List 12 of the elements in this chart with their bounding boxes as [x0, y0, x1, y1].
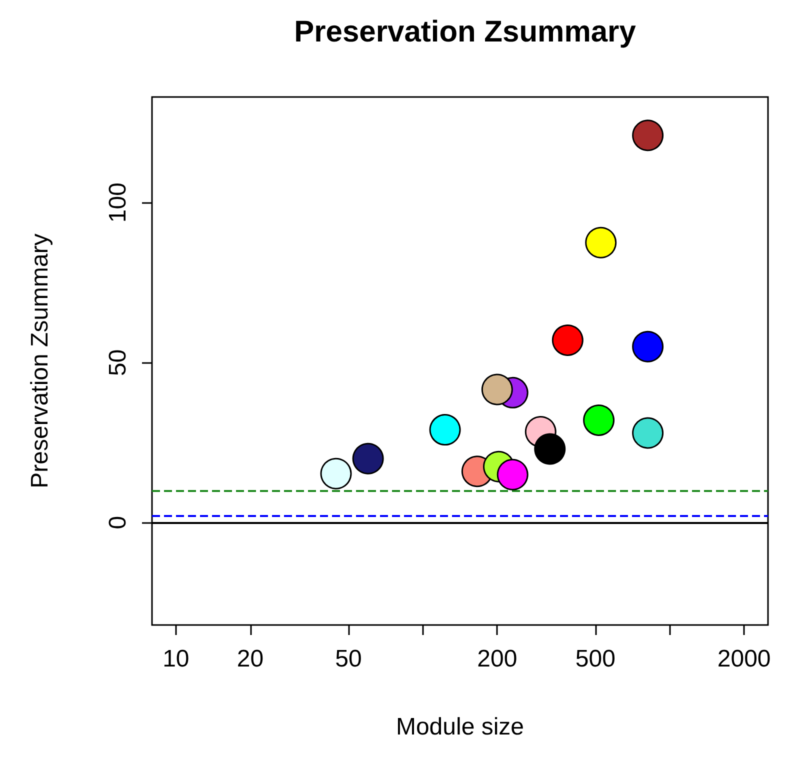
chart-title: Preservation Zsummary — [294, 16, 636, 48]
x-tick-label: 200 — [477, 646, 518, 672]
x-tick-label: 20 — [236, 646, 264, 672]
y-tick-label: 0 — [104, 516, 132, 530]
x-tick-label: 2000 — [717, 646, 771, 672]
y-axis-title: Preservation Zsummary — [26, 234, 54, 488]
x-tick-label: 50 — [335, 646, 362, 672]
x-tick-label: 10 — [162, 646, 190, 672]
y-tick-label: 50 — [104, 349, 132, 376]
y-tick-label: 100 — [104, 182, 132, 223]
x-axis-title: Module size — [396, 714, 524, 740]
x-tick-label: 500 — [575, 646, 616, 672]
